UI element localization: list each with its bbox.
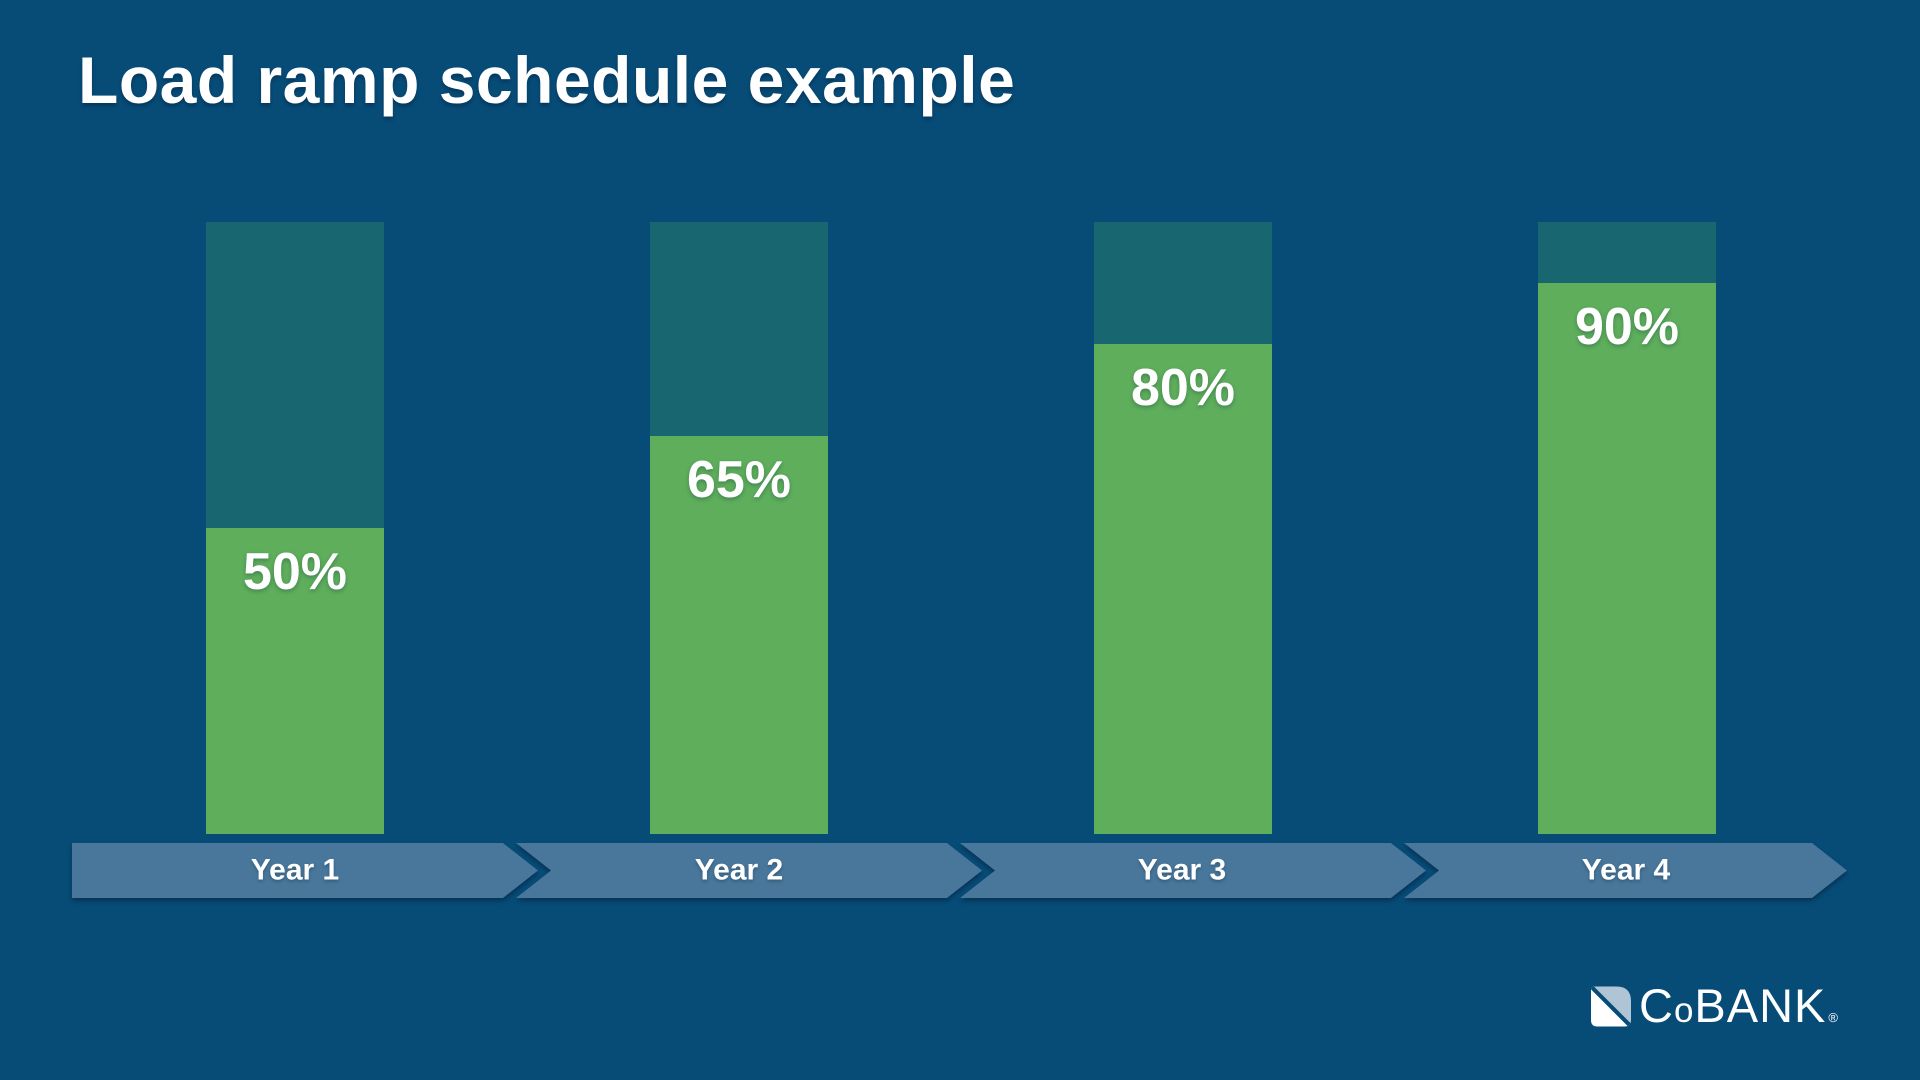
timeline-band: Year 1 Year 2 Year 3 Year 4 xyxy=(0,843,1920,898)
bar-year-2: 65% xyxy=(650,222,828,834)
timeline-arrow-segment-3 xyxy=(960,843,1426,898)
bar-year-1-value-label: 50% xyxy=(242,543,348,601)
bar-year-4: 90% xyxy=(1538,222,1716,834)
bar-year-4-value-label: 90% xyxy=(1574,298,1680,357)
timeline-arrow-segment-1 xyxy=(72,843,538,898)
bar-year-4-fill: 90% xyxy=(1538,283,1716,834)
bar-year-3-value-label: 80% xyxy=(1130,359,1236,418)
timeline-label-year-1: Year 1 xyxy=(250,852,340,886)
bar-year-3-fill: 80% xyxy=(1094,344,1272,834)
timeline-label-year-3: Year 3 xyxy=(1137,852,1227,886)
bar-year-1: 50% xyxy=(206,222,384,834)
timeline-arrow-segment-4 xyxy=(1404,843,1847,898)
cobank-wordmark-o: o xyxy=(1673,991,1695,1030)
timeline-label-year-4: Year 4 xyxy=(1581,852,1671,886)
registered-trademark-icon: ® xyxy=(1828,1010,1840,1025)
bar-year-3: 80% xyxy=(1094,222,1272,834)
bar-year-1-fill: 50% xyxy=(206,528,384,834)
timeline-label-year-2: Year 2 xyxy=(694,852,784,886)
load-ramp-chart: 50% 65% 80% 90% xyxy=(0,222,1920,834)
page-title: Load ramp schedule example xyxy=(78,43,1016,117)
cobank-logo-mark-icon xyxy=(1591,986,1631,1027)
bar-year-2-fill: 65% xyxy=(650,436,828,834)
bar-year-2-value-label: 65% xyxy=(686,451,792,510)
cobank-wordmark-bank: BANK xyxy=(1694,979,1827,1032)
timeline-arrow-segment-2 xyxy=(516,843,982,898)
cobank-wordmark-c: C xyxy=(1639,979,1674,1032)
